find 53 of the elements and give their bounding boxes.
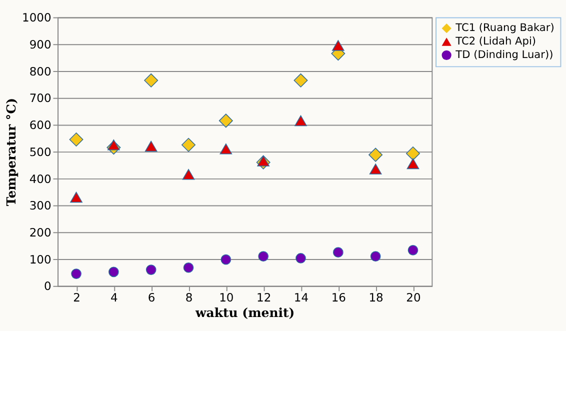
point [71,268,82,279]
point [406,158,420,170]
point [220,144,232,154]
x-tick-label: 18 [368,290,384,305]
point [369,164,382,174]
x-tick-label: 14 [294,290,309,305]
legend-label: TD (Dinding Luar)) [454,49,554,62]
point [108,139,120,150]
y-tick-label: 900 [29,37,52,52]
y-tick-label: 400 [29,172,52,186]
point [370,251,381,262]
y-tick-label: 0 [44,279,52,294]
point [144,73,158,88]
y-axis-title: Temperatur °C) [3,98,18,206]
y-tick-label: 1000 [22,10,52,25]
point [258,251,269,262]
y-tick-label: 100 [29,252,52,266]
x-tick-label: 12 [256,290,272,305]
point [296,253,306,264]
point [218,114,233,128]
point [406,146,420,160]
point [294,73,308,88]
point [368,148,383,162]
legend-label: TC1 (Ruang Bakar) [454,22,554,34]
y-tick-label: 600 [29,118,52,132]
point [332,40,344,51]
x-axis-title: waktu (menit) [194,305,295,320]
x-tick-label: 10 [219,290,234,305]
point [146,264,156,275]
x-tick-label: 4 [110,290,118,305]
point [69,132,84,146]
y-tick-label: 700 [29,91,52,106]
legend-label: TC2 (Lidah Api) [454,36,536,48]
point [257,156,270,166]
point [408,245,418,256]
y-tick-label: 200 [29,225,52,240]
x-tick-label: 16 [331,290,346,305]
x-tick-label: 20 [406,290,421,305]
y-tick-label: 300 [29,198,52,213]
point [332,247,344,258]
point [108,266,119,278]
y-tick-label: 800 [29,64,52,78]
point [182,138,196,152]
point [294,115,307,126]
x-tick-label: 8 [185,290,193,305]
point [70,192,82,203]
point [220,254,232,265]
point [144,140,158,152]
point [183,262,194,273]
x-tick-label: 2 [73,290,80,305]
x-tick-label: 6 [148,290,156,305]
y-tick-label: 500 [29,144,52,159]
point [182,169,195,180]
